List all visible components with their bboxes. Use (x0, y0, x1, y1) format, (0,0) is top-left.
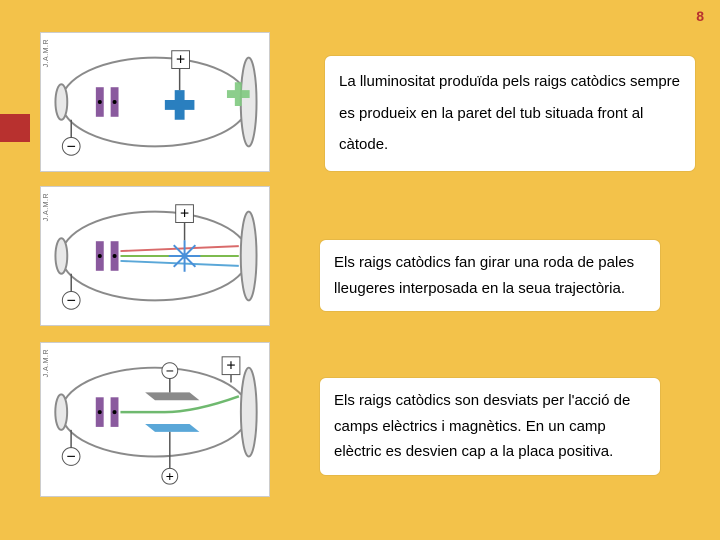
tube-svg: + − (41, 187, 269, 325)
diagram-cathode-tube-deflect: J.A.M.R − + + (40, 342, 270, 497)
tube-svg: − + + − (41, 343, 269, 496)
diagram-cathode-tube-cross: J.A.M.R + − (40, 32, 270, 172)
diagram-cathode-tube-paddle: J.A.M.R + (40, 186, 270, 326)
slide: 8 J.A.M.R + − J.A.M. (0, 0, 720, 540)
svg-text:−: − (67, 138, 76, 155)
caption-1: La lluminositat produïda pels raigs catò… (325, 56, 695, 171)
diagram-label: J.A.M.R (43, 193, 50, 221)
svg-text:−: − (67, 292, 76, 309)
svg-text:+: + (180, 206, 189, 223)
caption-3: Els raigs catòdics son desviats per l'ac… (320, 378, 660, 475)
tube-svg: + − (41, 33, 269, 171)
svg-text:−: − (66, 448, 75, 465)
diagram-label: J.A.M.R (43, 349, 50, 377)
svg-text:+: + (226, 358, 235, 375)
caption-2: Els raigs catòdics fan girar una roda de… (320, 240, 660, 311)
svg-text:+: + (166, 468, 174, 484)
accent-bar (0, 114, 30, 142)
svg-text:+: + (176, 52, 185, 69)
page-number: 8 (696, 8, 704, 24)
svg-text:−: − (166, 363, 174, 379)
diagram-label: J.A.M.R (43, 39, 50, 67)
